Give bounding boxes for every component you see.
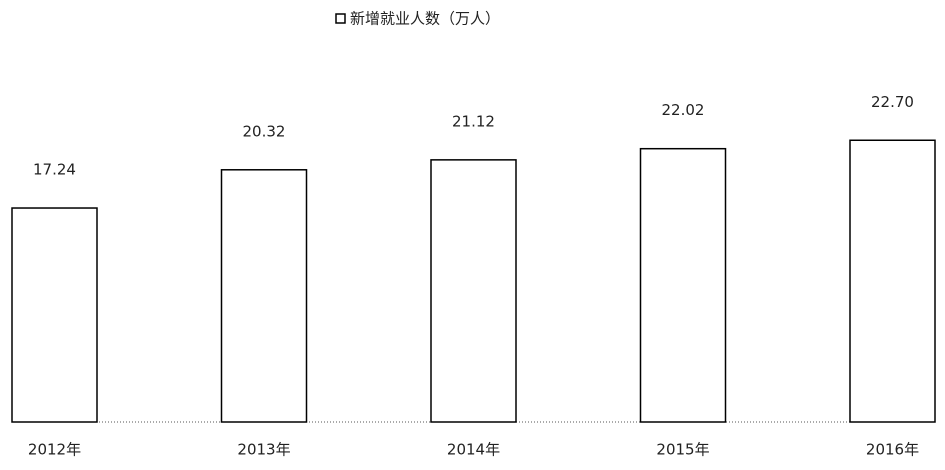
bar xyxy=(220,169,308,423)
x-tick-label: 2012年 xyxy=(28,441,81,459)
legend-marker xyxy=(335,13,346,24)
value-label: 17.24 xyxy=(33,161,76,179)
x-tick-label: 2016年 xyxy=(866,441,919,459)
legend-label: 新增就业人数（万人） xyxy=(350,10,500,28)
x-tick-label: 2013年 xyxy=(237,441,290,459)
bar xyxy=(430,159,517,423)
bar xyxy=(639,147,727,423)
x-tick-label: 2015年 xyxy=(656,441,709,459)
bar xyxy=(849,139,936,423)
value-label: 21.12 xyxy=(452,112,495,130)
bar xyxy=(11,207,98,423)
value-label: 22.02 xyxy=(662,101,705,119)
value-label: 22.70 xyxy=(871,93,914,111)
value-label: 20.32 xyxy=(243,122,286,140)
x-tick-label: 2014年 xyxy=(447,441,500,459)
